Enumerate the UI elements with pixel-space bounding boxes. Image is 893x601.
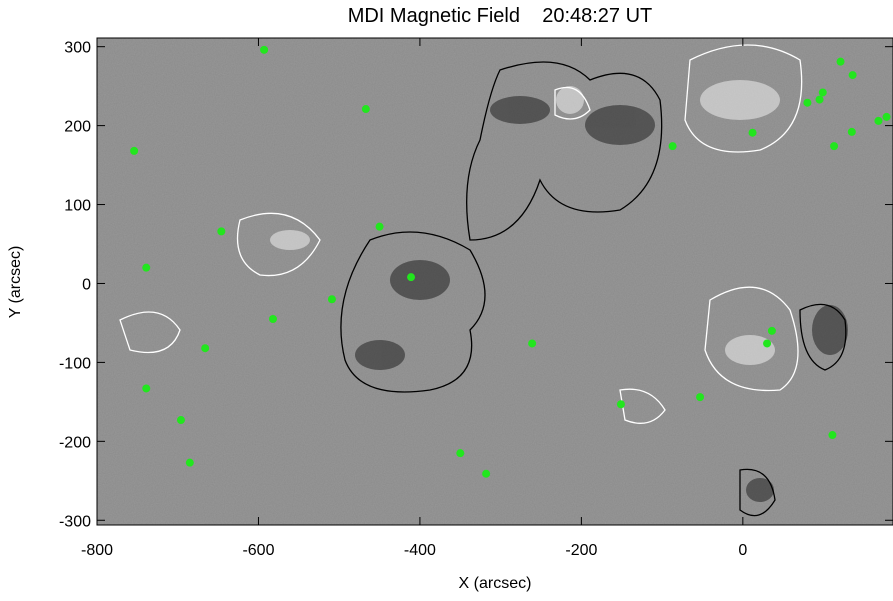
- magnetogram: [97, 38, 893, 525]
- point: [201, 344, 210, 353]
- x-tick-label: -600: [242, 542, 274, 559]
- y-tick-label: -100: [59, 355, 91, 372]
- x-axis-label: X (arcsec): [459, 575, 532, 592]
- point: [874, 116, 883, 125]
- point: [185, 458, 194, 467]
- chart-title: MDI Magnetic Field 20:48:27 UT: [348, 5, 653, 27]
- point: [848, 71, 857, 80]
- x-tick-label: 0: [738, 542, 747, 559]
- point: [130, 146, 139, 155]
- y-tick-label: 100: [64, 198, 91, 215]
- point: [327, 295, 336, 304]
- point: [217, 227, 226, 236]
- y-tick-label: -300: [59, 513, 91, 530]
- point: [528, 339, 537, 348]
- point: [696, 393, 705, 402]
- point: [176, 416, 185, 425]
- y-axis-label: Y (arcsec): [7, 246, 24, 319]
- point: [268, 314, 277, 323]
- y-tick-label: 200: [64, 119, 91, 136]
- point: [482, 469, 491, 478]
- point: [763, 339, 772, 348]
- point: [142, 384, 151, 393]
- point: [142, 263, 151, 272]
- y-tick-label: -200: [59, 434, 91, 451]
- x-tick-label: -400: [404, 542, 436, 559]
- point: [847, 127, 856, 136]
- point: [882, 112, 891, 121]
- x-tick-label: -800: [81, 542, 113, 559]
- point: [767, 326, 776, 335]
- point: [361, 105, 370, 114]
- point: [456, 449, 465, 458]
- point: [260, 45, 269, 54]
- point: [748, 128, 757, 137]
- point: [375, 222, 384, 231]
- point: [616, 400, 625, 409]
- point: [828, 431, 837, 440]
- point: [803, 98, 812, 107]
- point: [836, 57, 845, 66]
- plot-frame: [96, 37, 893, 526]
- y-tick-label: 300: [64, 40, 91, 57]
- point: [818, 88, 827, 97]
- point: [668, 142, 677, 151]
- point: [407, 273, 416, 282]
- y-tick-label: 0: [82, 276, 91, 293]
- point: [815, 95, 824, 104]
- point: [830, 142, 839, 151]
- x-tick-label: -200: [565, 542, 597, 559]
